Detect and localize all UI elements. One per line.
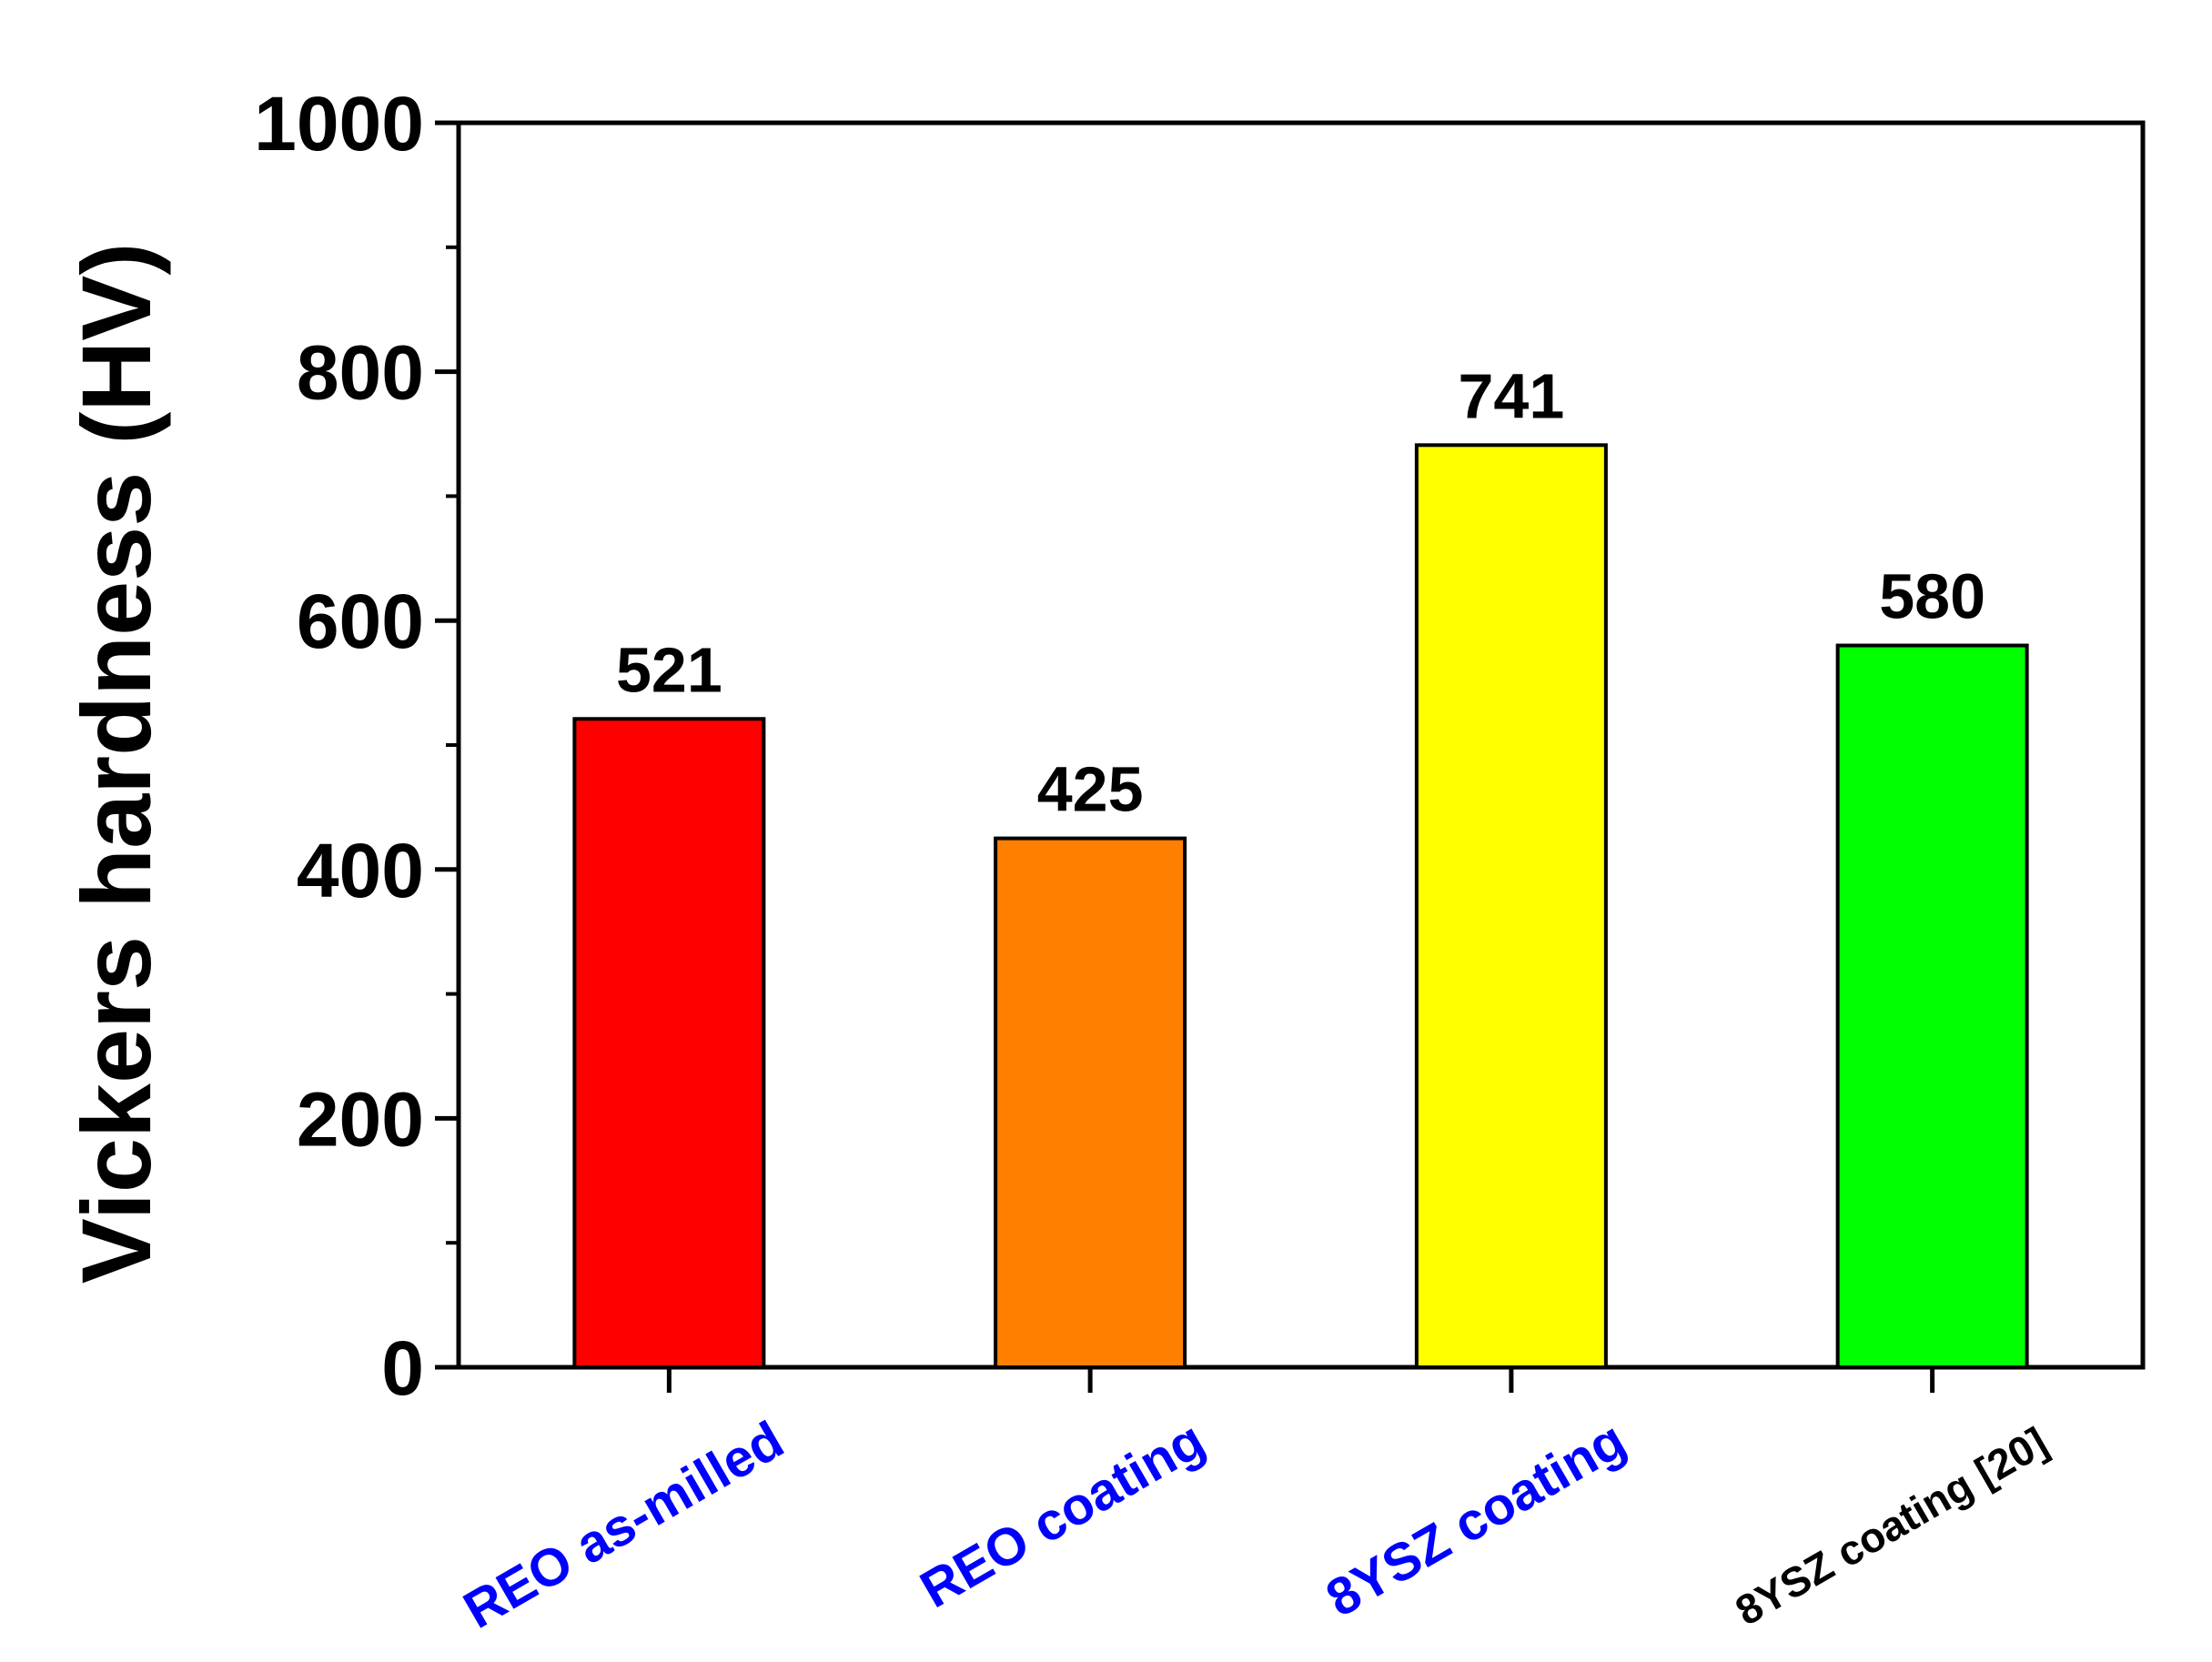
x-category-label: 8YSZ coating [20] [1727,1418,2055,1635]
x-category-label: REO as-milled [454,1410,793,1640]
y-tick-label: 800 [297,330,424,416]
y-tick-label: 400 [297,828,424,913]
x-category-label: 8YSZ coating [1317,1410,1636,1628]
bar [1414,443,1608,1369]
bar-value-label: 580 [1879,561,1985,632]
axes-layer [435,120,2146,1393]
bar-value-label: 425 [1037,754,1144,825]
bars-layer [572,443,2029,1369]
y-tick-label: 0 [381,1325,424,1411]
x-category-label: REO coating [911,1410,1215,1619]
bar [1835,643,2029,1369]
y-axis-title: Vickers hardness (HV) [61,243,171,1284]
bar-value-label: 521 [616,634,722,705]
y-tick-label: 200 [297,1076,424,1162]
y-tick-label: 600 [297,579,424,664]
bar [994,836,1187,1369]
bar [572,717,766,1369]
y-tick-label: 1000 [254,81,424,166]
bar-value-label: 741 [1458,360,1564,431]
